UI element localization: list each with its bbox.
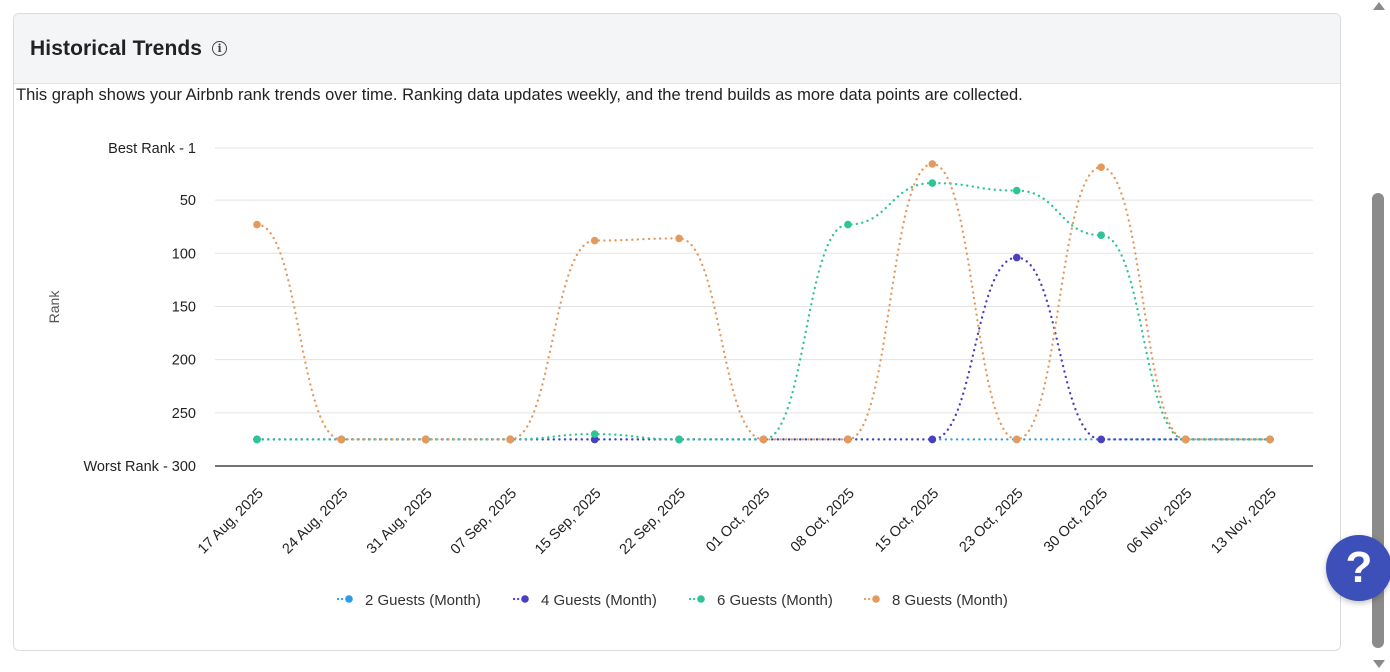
data-point[interactable] <box>675 435 683 444</box>
data-point[interactable] <box>1097 163 1105 171</box>
x-tick-label: 15 Oct, 2025 <box>872 486 942 556</box>
x-tick-label: 22 Sep, 2025 <box>617 486 689 558</box>
data-point[interactable] <box>590 430 599 438</box>
legend-marker <box>521 595 529 603</box>
series-line <box>255 256 1272 441</box>
data-point[interactable] <box>1097 435 1105 444</box>
legend-marker <box>345 595 353 603</box>
info-icon[interactable]: i <box>212 41 228 56</box>
data-point[interactable] <box>1012 253 1021 262</box>
x-tick-label: 13 Nov, 2025 <box>1208 486 1280 558</box>
data-point[interactable] <box>759 435 768 444</box>
series-line <box>255 162 1272 441</box>
y-tick-label: Best Rank - 1 <box>108 141 196 157</box>
help-button[interactable]: ? <box>1326 535 1390 601</box>
legend-item[interactable]: 8 Guests (Month) <box>892 592 1008 609</box>
x-tick-label: 17 Aug, 2025 <box>195 486 267 558</box>
y-tick-label: 250 <box>172 406 196 422</box>
data-point[interactable] <box>422 435 430 444</box>
scroll-down-icon[interactable] <box>1373 660 1385 668</box>
x-tick-label: 07 Sep, 2025 <box>448 486 520 558</box>
series-line <box>255 181 1272 441</box>
y-tick-label: 50 <box>180 193 196 209</box>
legend-item[interactable]: 4 Guests (Month) <box>541 592 657 609</box>
historical-trends-card: Historical Trends i <box>13 13 1341 651</box>
card-header: Historical Trends i <box>14 14 1340 84</box>
data-point[interactable] <box>1266 435 1274 444</box>
data-point[interactable] <box>844 220 852 229</box>
scroll-up-icon[interactable] <box>1373 2 1385 10</box>
y-tick-label: Worst Rank - 300 <box>83 459 196 475</box>
data-point[interactable] <box>1012 186 1021 195</box>
x-tick-label: 15 Sep, 2025 <box>532 486 604 558</box>
data-point[interactable] <box>1097 231 1105 240</box>
data-point[interactable] <box>928 435 937 444</box>
card-title: Historical Trends <box>30 36 203 60</box>
scrollbar-thumb[interactable] <box>1372 193 1384 648</box>
y-axis-label: Rank <box>46 290 62 324</box>
legend-item[interactable]: 2 Guests (Month) <box>365 592 481 609</box>
data-point[interactable] <box>1181 435 1190 444</box>
data-point[interactable] <box>590 435 599 444</box>
x-tick-label: 31 Aug, 2025 <box>364 486 436 558</box>
data-point[interactable] <box>337 435 346 444</box>
chart-description: This graph shows your Airbnb rank trends… <box>16 86 1023 104</box>
x-tick-label: 24 Aug, 2025 <box>279 486 351 558</box>
data-point[interactable] <box>253 220 261 229</box>
legend-item[interactable]: 6 Guests (Month) <box>717 592 833 609</box>
legend-marker <box>872 595 880 603</box>
y-tick-label: 150 <box>172 299 196 315</box>
x-tick-label: 08 Oct, 2025 <box>788 486 858 556</box>
data-point[interactable] <box>928 179 937 187</box>
data-point[interactable] <box>253 435 261 444</box>
data-point[interactable] <box>675 234 683 243</box>
y-tick-label: 100 <box>172 246 196 262</box>
x-tick-label: 01 Oct, 2025 <box>703 486 773 556</box>
x-tick-label: 23 Oct, 2025 <box>957 486 1027 556</box>
legend-marker <box>697 595 705 603</box>
y-tick-label: 200 <box>172 353 196 369</box>
x-tick-label: 30 Oct, 2025 <box>1041 486 1111 556</box>
data-point[interactable] <box>1012 435 1021 444</box>
data-point[interactable] <box>506 435 515 444</box>
data-point[interactable] <box>590 236 599 245</box>
x-tick-label: 06 Nov, 2025 <box>1124 486 1196 558</box>
data-point[interactable] <box>844 435 852 444</box>
vertical-scrollbar[interactable] <box>1368 0 1390 672</box>
data-point[interactable] <box>928 160 937 168</box>
